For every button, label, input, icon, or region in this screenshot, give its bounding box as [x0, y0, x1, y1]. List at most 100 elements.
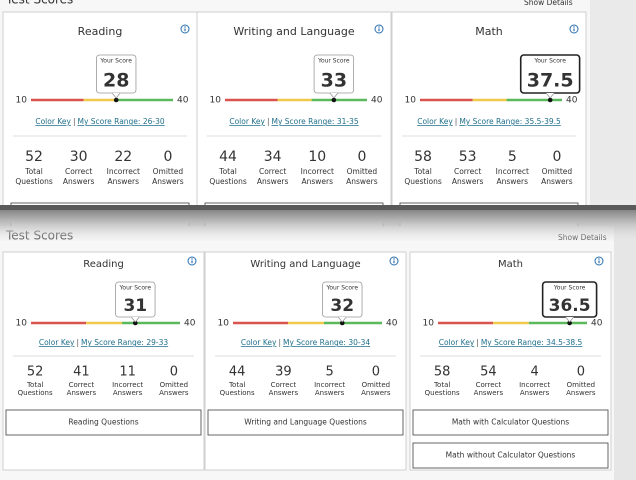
score-value: 33 [321, 70, 347, 92]
key-line: Color Key | My Score Range: 34.5-38.5 [439, 338, 583, 347]
right-margin [590, 0, 636, 206]
scale-min-label: 10 [218, 319, 230, 329]
stat-label: Incorrect [112, 381, 143, 389]
shadow-top-edge [0, 205, 636, 210]
key-divider: | [455, 117, 458, 126]
stat-label: Total [228, 381, 245, 389]
score-range-link[interactable]: My Score Range: 26-30 [77, 117, 164, 126]
info-icon-dot [573, 26, 575, 28]
stat-value: 22 [114, 149, 132, 165]
score-card: Writing and Language 10 40 32 Your Score Colo… [204, 251, 407, 471]
stat-value: 39 [275, 365, 292, 380]
shadow-band [0, 205, 636, 241]
subject-title: Writing and Language [250, 259, 360, 270]
stat-label: Omitted [362, 381, 391, 389]
stat-label: Omitted [542, 167, 573, 176]
stat-value: 4 [530, 365, 538, 380]
subject-title: Reading [78, 25, 123, 38]
questions-button[interactable] [207, 409, 404, 436]
scale-min-label: 10 [405, 96, 417, 106]
card-background [391, 11, 587, 213]
key-divider: | [278, 338, 281, 347]
stat-value: 54 [480, 365, 497, 380]
stat-value: 53 [459, 149, 477, 165]
info-icon[interactable] [569, 24, 579, 34]
stat-label: Correct [65, 167, 92, 176]
stat-label: Answers [474, 389, 504, 397]
info-icon-dot [598, 258, 600, 260]
score-card: Reading 10 40 28 Your Score Color Key | My Scor… [2, 11, 198, 230]
score-panel: Test Scores Show Details Reading 10 40 28 Your… [0, 0, 590, 230]
key-line: Color Key | My Score Range: 31-35 [229, 117, 358, 126]
score-callout: 32 Your Score [322, 281, 363, 323]
stat-label: Correct [476, 381, 502, 389]
stat-label: Answers [566, 389, 596, 397]
info-icon[interactable] [374, 24, 384, 34]
score-caption: Your Score [317, 58, 350, 65]
stat-label: Incorrect [519, 381, 550, 389]
score-value: 37.5 [527, 70, 574, 92]
color-key-link[interactable]: Color Key [241, 338, 277, 347]
stat-label: Answers [452, 177, 484, 186]
stat-value: 58 [414, 149, 432, 165]
stat-label: Questions [220, 389, 255, 397]
key-line: Color Key | My Score Range: 30-34 [241, 338, 370, 347]
card-background [2, 251, 205, 471]
score-callout: 28 Your Score [96, 54, 137, 99]
scale-min-label: 10 [16, 319, 28, 329]
score-range-link[interactable]: My Score Range: 29-33 [81, 338, 168, 347]
score-range-link[interactable]: My Score Range: 31-35 [271, 117, 358, 126]
stat-value: 52 [25, 149, 43, 165]
score-range-link[interactable]: My Score Range: 30-34 [283, 338, 370, 347]
key-divider: | [267, 117, 270, 126]
stat-value: 44 [229, 365, 246, 380]
info-icon[interactable] [389, 256, 399, 266]
color-key-link[interactable]: Color Key [417, 117, 453, 126]
score-value: 28 [103, 70, 129, 92]
score-caption: Your Score [99, 58, 132, 65]
stat-label: Answers [346, 177, 378, 186]
stat-label: Questions [15, 177, 53, 186]
color-key-link[interactable]: Color Key [439, 338, 475, 347]
color-key-link[interactable]: Color Key [229, 117, 265, 126]
subject-title: Writing and Language [233, 25, 354, 38]
stat-label: Questions [404, 177, 442, 186]
show-details-link[interactable]: Show Details [524, 0, 573, 7]
score-callout: 33 Your Score [313, 54, 355, 99]
score-card: Reading 10 40 31 Your Score Color Key | My Scor… [2, 251, 205, 471]
questions-button[interactable] [412, 409, 609, 436]
subject-title: Reading [83, 259, 124, 270]
stat-value: 0 [552, 149, 561, 165]
stat-label: Incorrect [314, 381, 345, 389]
score-range-link[interactable]: My Score Range: 34.5-38.5 [481, 338, 583, 347]
questions-button[interactable] [5, 409, 202, 436]
key-line: Color Key | My Score Range: 26-30 [35, 117, 164, 126]
info-icon[interactable] [187, 256, 197, 266]
stat-label: Answers [159, 389, 189, 397]
key-divider: | [73, 117, 76, 126]
stat-label: Answers [541, 177, 573, 186]
questions-button-label: Writing and Language Questions [244, 418, 367, 427]
score-caption: Your Score [326, 285, 359, 292]
scale-max-label: 40 [177, 96, 189, 106]
stat-value: 52 [27, 365, 44, 380]
scale-max-label: 40 [371, 96, 383, 106]
questions-button[interactable] [412, 442, 609, 469]
scale-max-label: 40 [386, 319, 398, 329]
stat-value: 41 [73, 365, 90, 380]
color-key-link[interactable]: Color Key [35, 117, 71, 126]
stat-label: Total [26, 381, 43, 389]
stat-label: Correct [454, 167, 481, 176]
color-key-link[interactable]: Color Key [39, 338, 75, 347]
stat-value: 0 [170, 365, 178, 380]
stat-label: Answers [269, 389, 299, 397]
info-icon[interactable] [594, 256, 604, 266]
stat-label: Questions [425, 389, 460, 397]
stat-label: Incorrect [301, 167, 334, 176]
stat-value: 0 [577, 365, 585, 380]
score-value: 31 [123, 296, 147, 316]
info-icon[interactable] [180, 24, 190, 34]
score-range-link[interactable]: My Score Range: 35.5-39.5 [459, 117, 561, 126]
stat-value: 5 [325, 365, 333, 380]
